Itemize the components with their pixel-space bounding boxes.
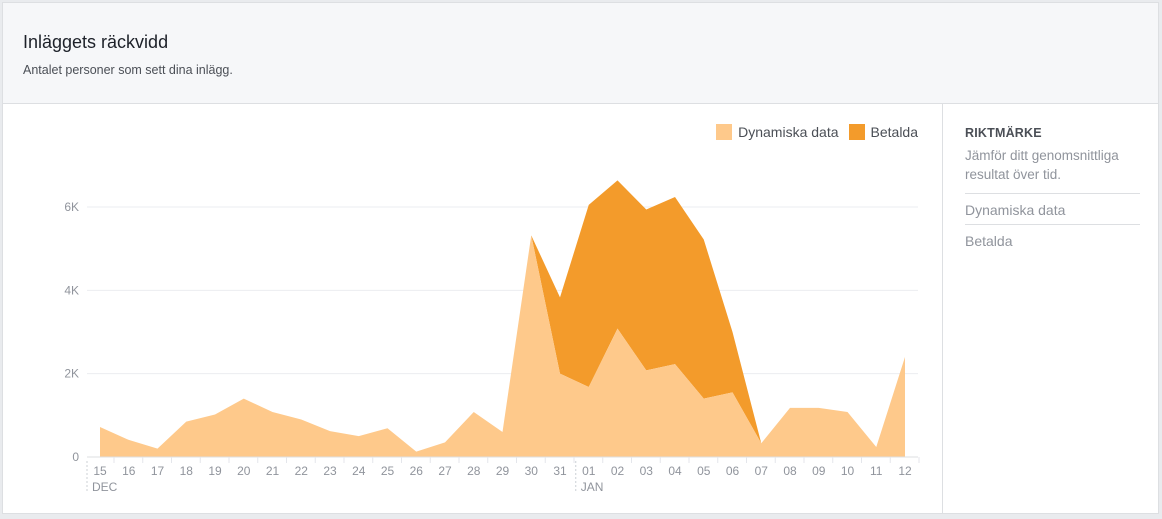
x-tick-label: 06: [726, 464, 740, 478]
x-tick-label: 23: [323, 464, 337, 478]
legend-item-organic[interactable]: Dynamiska data: [716, 124, 839, 140]
x-tick-label: 20: [237, 464, 251, 478]
x-tick-label: 02: [611, 464, 625, 478]
x-tick-label: 17: [151, 464, 165, 478]
card-subtitle: Antalet personer som sett dina inlägg.: [23, 63, 233, 77]
y-tick-label: 2K: [64, 367, 79, 381]
x-tick-label: 15: [93, 464, 107, 478]
legend-item-paid[interactable]: Betalda: [848, 124, 918, 140]
x-tick-label: 26: [410, 464, 424, 478]
month-label: JAN: [581, 480, 604, 494]
x-tick-label: 25: [381, 464, 395, 478]
x-tick-label: 01: [582, 464, 596, 478]
x-tick-label: 30: [525, 464, 539, 478]
chart-legend: Dynamiska data Betalda: [716, 124, 918, 140]
month-label: DEC: [92, 480, 118, 494]
reach-chart: 0 2K 4K 6K 15 16 17 18 19 20 21 22 23 24 25 26 27 28 29 30 3…: [64, 180, 920, 494]
x-tick-label: 16: [122, 464, 136, 478]
x-tick-label: 21: [266, 464, 280, 478]
chart-area: Dynamiska data Betalda 0 2K 4K 6K 15 16 17 18 19…: [3, 104, 942, 514]
benchmark-description: Jämför ditt genomsnittliga resultat över…: [965, 148, 1119, 182]
x-tick-label: 11: [870, 464, 883, 478]
series-area-organic: [100, 235, 905, 457]
x-tick-label: 18: [180, 464, 194, 478]
x-tick-label: 09: [812, 464, 826, 478]
x-tick-label: 04: [668, 464, 682, 478]
x-tick-label: 05: [697, 464, 711, 478]
x-tick-label: 10: [841, 464, 855, 478]
card-header: Inläggets räckvidd Antalet personer som …: [3, 3, 1158, 104]
benchmark-item-paid[interactable]: Betalda: [965, 224, 1140, 249]
x-tick-label: 28: [467, 464, 481, 478]
x-tick-label: 19: [208, 464, 222, 478]
x-tick-label: 31: [553, 464, 567, 478]
benchmark-title: RIKTMÄRKE: [965, 126, 1042, 140]
x-tick-label: 03: [640, 464, 654, 478]
y-tick-label: 4K: [64, 283, 79, 297]
legend-label-organic: Dynamiska data: [738, 124, 839, 140]
y-tick-label: 0: [72, 450, 79, 464]
legend-swatch-paid: [848, 124, 865, 140]
card-title: Inläggets räckvidd: [23, 32, 169, 52]
legend-swatch-organic: [716, 124, 733, 140]
x-tick-label: 29: [496, 464, 510, 478]
benchmark-sidebar: RIKTMÄRKE Jämför ditt genomsnittliga res…: [942, 104, 1158, 514]
x-tick-label: 27: [438, 464, 452, 478]
x-tick-label: 07: [755, 464, 769, 478]
x-tick-label: 12: [898, 464, 912, 478]
x-tick-label: 22: [295, 464, 309, 478]
x-tick-label: 24: [352, 464, 366, 478]
series-area-paid: [100, 180, 905, 452]
benchmark-item-organic[interactable]: Dynamiska data: [965, 193, 1140, 218]
x-tick-label: 08: [783, 464, 797, 478]
y-tick-label: 6K: [64, 200, 79, 214]
legend-label-paid: Betalda: [870, 124, 918, 140]
